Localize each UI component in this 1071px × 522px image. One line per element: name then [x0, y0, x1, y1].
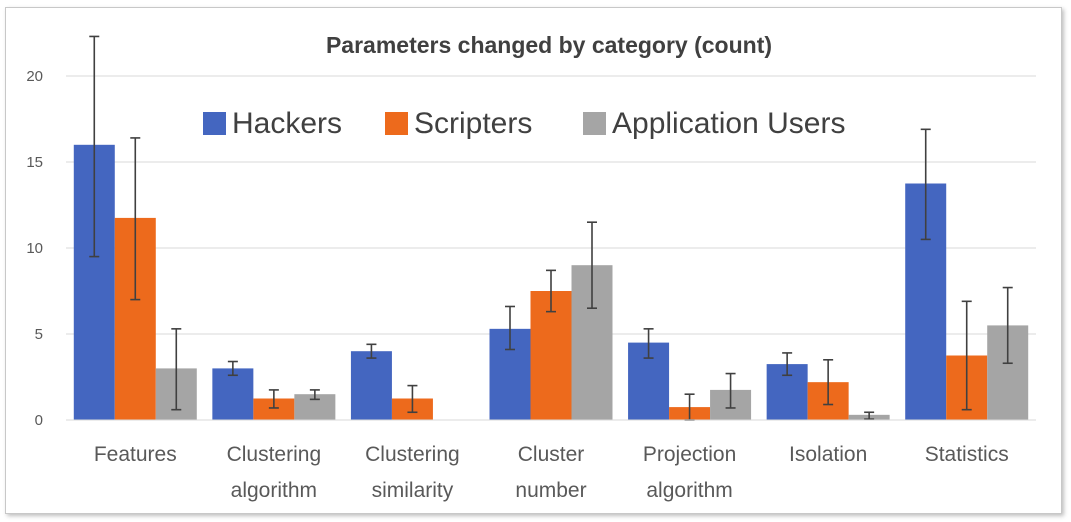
- x-tick-label: Isolation: [789, 443, 867, 466]
- legend: Hackers Scripters Application Users: [203, 107, 845, 140]
- legend-item: Scripters: [385, 107, 532, 140]
- chart-title: Parameters changed by category (count): [326, 32, 772, 58]
- y-tick-label: 10: [26, 240, 43, 257]
- error-bar: [864, 411, 875, 420]
- y-tick-label: 15: [26, 154, 43, 171]
- legend-item: Application Users: [583, 107, 845, 140]
- error-bar: [643, 328, 654, 359]
- x-tick-label: Clustering: [227, 443, 322, 466]
- error-bar: [1002, 286, 1013, 365]
- x-tick-label: Cluster: [518, 443, 585, 466]
- legend-swatch: [385, 112, 408, 135]
- error-bar: [268, 389, 279, 409]
- error-bar: [89, 35, 100, 258]
- error-bar: [782, 352, 793, 377]
- error-bar: [546, 269, 556, 313]
- y-tick-label: 20: [26, 68, 43, 85]
- legend-label: Application Users: [612, 107, 845, 140]
- x-tick-label: similarity: [372, 479, 454, 502]
- y-tick-label: 0: [35, 412, 43, 429]
- error-bar: [227, 360, 238, 377]
- chart-frame: [5, 7, 1062, 514]
- error-bar: [366, 343, 377, 359]
- error-bar: [823, 358, 834, 406]
- bar-hackers: [212, 368, 254, 420]
- legend-label: Hackers: [232, 107, 342, 140]
- error-bar: [171, 328, 182, 411]
- x-tick-label: algorithm: [646, 479, 732, 502]
- bar-scripters: [530, 291, 572, 420]
- legend-swatch: [203, 112, 226, 135]
- x-tick-label: algorithm: [231, 479, 317, 502]
- legend-label: Scripters: [414, 107, 532, 140]
- error-bar: [587, 221, 597, 310]
- x-tick-label: number: [515, 479, 586, 502]
- bar-scripters: [253, 398, 295, 420]
- error-bar: [407, 384, 418, 414]
- y-axis: 0 5 10 15 20: [26, 68, 43, 429]
- x-tick-label: Projection: [643, 443, 736, 466]
- error-bar: [961, 300, 972, 411]
- x-tick-label: Features: [94, 443, 177, 466]
- y-tick-label: 5: [35, 326, 43, 343]
- error-bar: [130, 137, 141, 301]
- x-tick-label: Statistics: [925, 443, 1009, 466]
- bar-hackers: [350, 351, 392, 420]
- error-bar: [309, 389, 320, 401]
- error-bars: [89, 35, 1013, 421]
- legend-swatch: [583, 112, 606, 135]
- error-bar: [505, 305, 515, 351]
- error-bar: [725, 372, 736, 409]
- x-axis: Features Clustering algorithm Clustering sim…: [66, 419, 1036, 502]
- legend-item: Hackers: [203, 107, 342, 140]
- x-tick-label: Clustering: [365, 443, 460, 466]
- error-bar: [920, 128, 931, 241]
